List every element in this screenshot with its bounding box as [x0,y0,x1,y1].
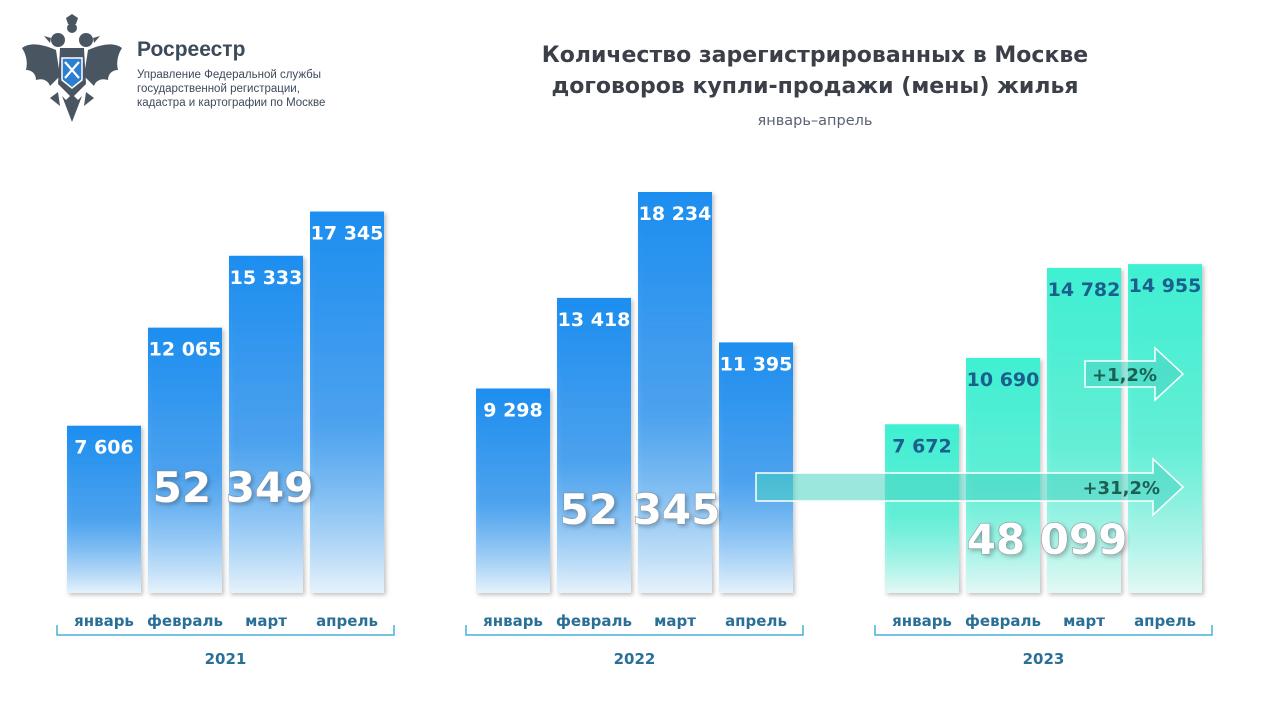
org-subtitle: Управление Федеральной службы государств… [137,68,325,110]
year-bracket [56,625,395,636]
bar-2023-январь [885,424,959,593]
chart-title-line: договоров купли-продажи (мены) жилья [551,74,1079,99]
rosreestr-eagle-logo-icon [22,14,122,122]
bar-2022-апрель [719,342,793,593]
year-bracket [465,625,804,636]
category-label: февраль [556,612,632,630]
category-label: март [654,612,696,630]
year-label: 2021 [205,650,247,668]
category-label: январь [74,612,134,630]
bar-2021-март [229,255,303,593]
org-subtitle-line: государственной регистрации, [137,83,300,95]
bar-value-label: 12 065 [149,339,222,361]
category-label: февраль [147,612,223,630]
bar-value-label: 9 298 [483,400,543,422]
category-label: март [1063,612,1105,630]
bar-2023-март [1047,267,1121,593]
change-arrow-large: +31,2% [755,457,1185,517]
category-label: январь [483,612,543,630]
bar-2022-февраль [557,297,631,593]
chart-title-line: Количество зарегистрированных в Москве [541,43,1089,68]
category-label: февраль [965,612,1041,630]
category-label: март [245,612,287,630]
bar-value-label: 18 234 [639,203,712,225]
bar-value-label: 10 690 [967,369,1040,391]
bar-value-label: 7 606 [74,437,134,459]
bar-2021-январь [67,425,141,593]
bar-value-label: 7 672 [892,435,952,457]
bar-2022-январь [476,388,550,593]
year-label: 2022 [614,650,656,668]
year-bracket [874,625,1213,636]
org-subtitle-line: кадастра и картографии по Москве [137,97,326,109]
year-total-2022: 52 345 [560,485,721,534]
bar-value-label: 14 955 [1129,275,1202,297]
category-label: апрель [725,612,787,630]
bar-2021-февраль [148,327,222,593]
change-label: +31,2% [1082,478,1160,499]
bar-2022-март [638,192,712,593]
bar-2021-апрель [310,211,384,593]
org-subtitle-line: Управление Федеральной службы [137,69,321,81]
year-group-2021: 7 606 январь 12 065 февраль 15 333 март 17 345… [56,211,395,668]
year-group-2022: 9 298 январь 13 418 февраль 18 234 март 11 395… [465,192,804,668]
bar-2023-апрель [1128,264,1202,593]
category-label: январь [892,612,952,630]
year-label: 2023 [1023,650,1065,668]
bar-value-label: 17 345 [311,223,384,245]
chart-title: Количество зарегистрированных в Москве д… [430,40,1200,102]
change-arrow-small: +1,2% [1084,346,1185,402]
org-name: Росреестр [137,38,246,61]
year-total-2023: 48 099 [967,515,1128,564]
bar-value-label: 11 395 [720,353,793,375]
year-total-2021: 52 349 [153,463,314,512]
change-label: +1,2% [1092,365,1157,386]
year-group-2023: 7 672 январь 10 690 февраль 14 782 март 14 955… [874,264,1213,668]
category-label: апрель [1134,612,1196,630]
bar-value-label: 13 418 [558,309,631,331]
bar-value-label: 15 333 [230,267,303,289]
bar-value-label: 14 782 [1048,279,1121,301]
chart-subtitle: январь–апрель [757,113,873,129]
category-label: апрель [316,612,378,630]
